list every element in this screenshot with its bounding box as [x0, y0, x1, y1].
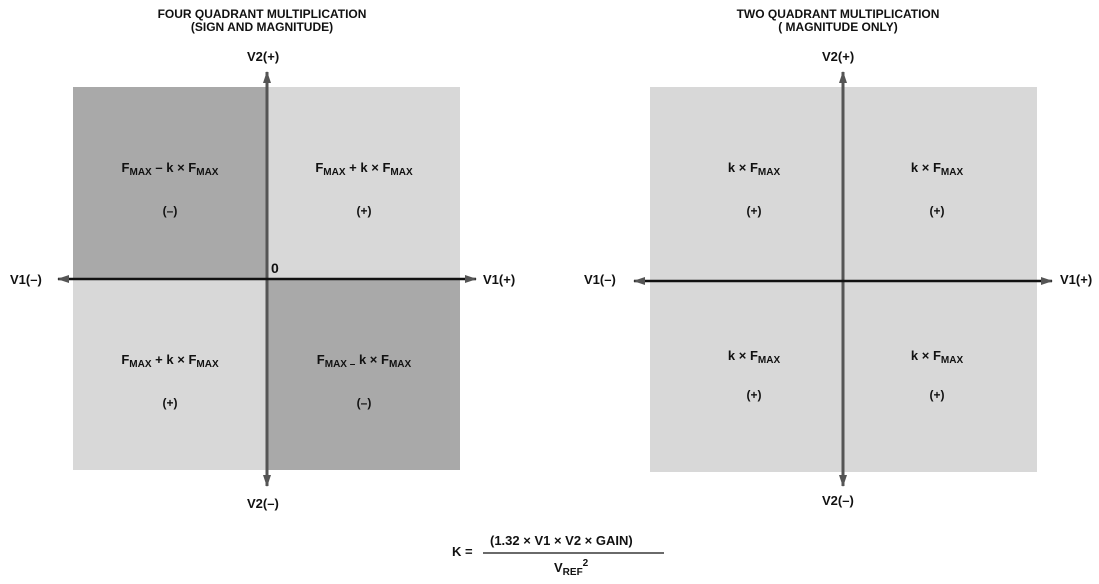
left-br-sign: (–) [356, 396, 372, 410]
left-v2-negative-label: V2(–) [247, 496, 279, 511]
right-br-expression: k × FMAX [910, 348, 964, 366]
right-tl-sign: (+) [746, 204, 762, 218]
left-title-line1: FOUR QUADRANT MULTIPLICATION [157, 7, 367, 21]
right-title-line1: TWO QUADRANT MULTIPLICATION [736, 7, 940, 21]
right-tl-expression: k × FMAX [727, 160, 781, 178]
left-quadrant-bottom-left [73, 280, 267, 470]
left-v1-positive-label: V1(+) [483, 272, 516, 287]
left-bl-sign: (+) [162, 396, 178, 410]
formula-denominator: VREF2 [554, 558, 589, 578]
right-v2-negative-label: V2(–) [822, 493, 854, 508]
right-bl-sign: (+) [746, 388, 762, 402]
right-tr-sign: (+) [929, 204, 945, 218]
right-v1-positive-label: V1(+) [1060, 272, 1093, 287]
right-br-sign: (+) [929, 388, 945, 402]
left-quadrant-top-right [267, 87, 460, 280]
left-v1-negative-label: V1(–) [10, 272, 42, 287]
formula-numerator: (1.32 × V1 × V2 × GAIN) [490, 533, 633, 548]
left-tr-sign: (+) [356, 204, 372, 218]
left-title-line2: (SIGN AND MAGNITUDE) [190, 20, 334, 34]
right-title-line2: ( MAGNITUDE ONLY) [778, 20, 898, 34]
left-v2-positive-label: V2(+) [247, 49, 280, 64]
right-diagram-title: TWO QUADRANT MULTIPLICATION ( MAGNITUDE … [628, 8, 1048, 34]
right-bl-expression: k × FMAX [727, 348, 781, 366]
left-br-expression: FMAX – k × FMAX [316, 352, 412, 370]
left-quadrant-top-left [73, 87, 267, 280]
formula-lhs: K = [452, 544, 473, 559]
left-quadrant-bottom-right [267, 280, 460, 470]
left-tl-expression: FMAX – k × FMAX [121, 160, 219, 178]
left-bl-expression: FMAX + k × FMAX [121, 352, 219, 370]
right-tr-expression: k × FMAX [910, 160, 964, 178]
left-diagram-title: FOUR QUADRANT MULTIPLICATION (SIGN AND M… [52, 8, 472, 34]
left-tl-sign: (–) [162, 204, 178, 218]
right-v1-negative-label: V1(–) [584, 272, 616, 287]
right-v2-positive-label: V2(+) [822, 49, 855, 64]
left-tr-expression: FMAX + k × FMAX [315, 160, 413, 178]
left-origin-label: 0 [271, 260, 279, 276]
